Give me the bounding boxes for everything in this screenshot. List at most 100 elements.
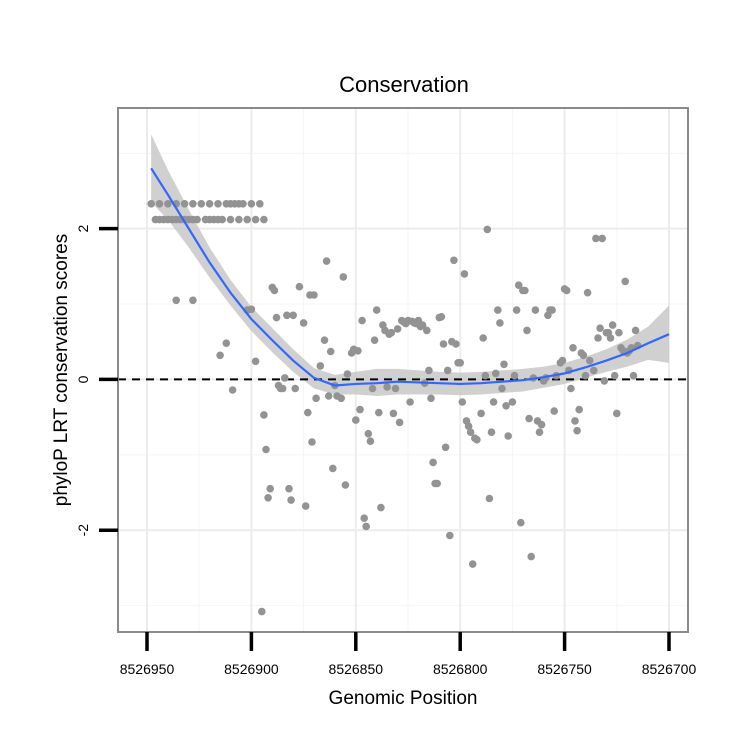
data-point bbox=[337, 394, 346, 403]
data-point bbox=[491, 369, 500, 378]
data-point bbox=[496, 319, 504, 327]
data-point bbox=[458, 398, 467, 406]
data-point bbox=[205, 215, 214, 224]
data-point bbox=[494, 306, 502, 314]
data-point bbox=[247, 200, 256, 208]
data-point bbox=[352, 416, 360, 424]
gridlines bbox=[118, 108, 688, 632]
data-point bbox=[235, 200, 243, 208]
data-point bbox=[291, 384, 300, 393]
data-point bbox=[164, 215, 172, 224]
data-point bbox=[594, 334, 602, 342]
data-point bbox=[287, 496, 295, 504]
data-point bbox=[320, 336, 329, 345]
data-point bbox=[548, 306, 556, 314]
data-point bbox=[466, 428, 475, 437]
data-point bbox=[521, 286, 529, 295]
data-point bbox=[452, 340, 460, 348]
data-point bbox=[450, 256, 458, 265]
data-point bbox=[485, 494, 494, 503]
data-point bbox=[592, 234, 600, 243]
data-point bbox=[598, 234, 606, 243]
data-point bbox=[590, 366, 598, 375]
data-point bbox=[460, 270, 469, 278]
data-point bbox=[437, 313, 446, 321]
data-point bbox=[631, 326, 640, 335]
x-tick-label: 8526700 bbox=[642, 661, 697, 677]
data-point bbox=[389, 409, 398, 418]
data-point bbox=[621, 277, 629, 286]
data-point bbox=[427, 394, 435, 403]
data-point bbox=[387, 328, 396, 337]
data-point bbox=[147, 200, 155, 208]
data-point bbox=[205, 200, 214, 208]
data-point bbox=[281, 374, 289, 382]
data-point bbox=[600, 377, 609, 385]
x-axis-title: Genomic Position bbox=[329, 688, 478, 709]
data-point bbox=[583, 288, 592, 297]
data-point bbox=[391, 384, 400, 393]
data-point bbox=[523, 326, 531, 335]
plot-panel bbox=[117, 107, 689, 633]
data-point bbox=[479, 334, 488, 342]
data-point bbox=[525, 414, 533, 423]
data-points bbox=[147, 200, 642, 616]
data-point bbox=[429, 458, 437, 467]
data-point bbox=[312, 394, 320, 403]
data-point bbox=[364, 429, 373, 438]
data-point bbox=[596, 324, 604, 333]
data-point bbox=[508, 398, 517, 406]
data-point bbox=[567, 384, 575, 393]
data-point bbox=[514, 281, 523, 290]
data-point bbox=[573, 426, 581, 435]
data-point bbox=[189, 296, 197, 305]
x-tick-label: 8526850 bbox=[329, 661, 384, 677]
data-point bbox=[498, 384, 506, 393]
data-point bbox=[235, 215, 243, 224]
data-point bbox=[358, 316, 366, 325]
data-point bbox=[251, 357, 260, 366]
data-point bbox=[354, 347, 362, 355]
data-point bbox=[433, 479, 442, 488]
data-point bbox=[575, 405, 583, 414]
data-point bbox=[517, 518, 525, 527]
data-point bbox=[510, 371, 519, 380]
x-axis: 8526950 8526900 8526850 8526800 8526750 85267… bbox=[120, 632, 697, 677]
data-point bbox=[172, 296, 180, 305]
data-point bbox=[341, 481, 350, 489]
data-point bbox=[308, 438, 316, 446]
data-point bbox=[214, 200, 222, 208]
data-point bbox=[464, 422, 473, 431]
y-axis-title: phyloP LRT conservation scores bbox=[51, 234, 72, 507]
data-point bbox=[610, 371, 619, 380]
data-point bbox=[289, 311, 298, 320]
data-point bbox=[535, 428, 544, 437]
data-point bbox=[473, 435, 481, 444]
data-point bbox=[500, 360, 508, 369]
data-point bbox=[441, 443, 450, 452]
data-point bbox=[247, 305, 256, 314]
data-point bbox=[456, 359, 465, 367]
data-point bbox=[571, 417, 579, 425]
data-point bbox=[310, 291, 318, 299]
data-point bbox=[304, 408, 312, 417]
data-point bbox=[262, 445, 270, 454]
data-point bbox=[216, 351, 224, 360]
data-point bbox=[569, 344, 577, 352]
data-point bbox=[316, 362, 325, 370]
data-point bbox=[477, 409, 485, 418]
data-point bbox=[172, 215, 180, 224]
x-tick-label: 8526800 bbox=[433, 661, 488, 677]
data-point bbox=[629, 371, 638, 380]
data-point bbox=[301, 502, 310, 510]
data-point bbox=[251, 215, 260, 224]
data-point bbox=[550, 407, 558, 415]
data-point bbox=[329, 464, 337, 473]
data-point bbox=[214, 215, 222, 224]
data-point bbox=[366, 437, 375, 446]
data-point bbox=[270, 286, 279, 295]
data-point bbox=[395, 418, 404, 427]
data-point bbox=[155, 200, 164, 208]
data-point bbox=[226, 215, 235, 224]
